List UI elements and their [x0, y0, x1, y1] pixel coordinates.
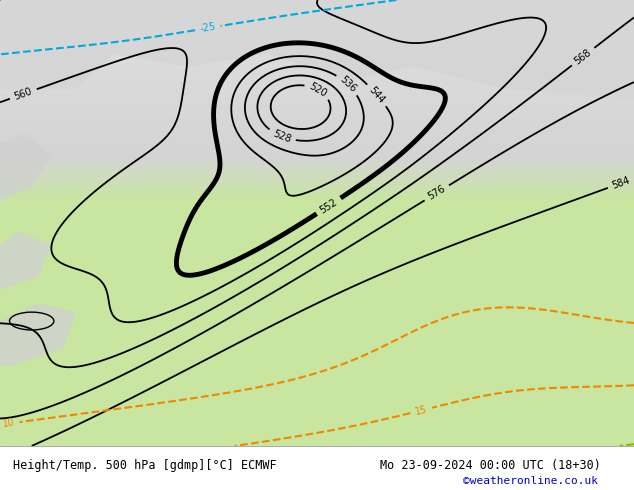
Text: 568: 568 [573, 47, 593, 66]
Polygon shape [0, 134, 51, 201]
Text: 536: 536 [337, 74, 358, 95]
Text: 520: 520 [307, 81, 328, 99]
Text: 528: 528 [271, 128, 292, 145]
Text: 10: 10 [2, 418, 15, 429]
Text: 544: 544 [367, 85, 387, 105]
Text: Mo 23-09-2024 00:00 UTC (18+30): Mo 23-09-2024 00:00 UTC (18+30) [380, 459, 601, 472]
Text: -25: -25 [199, 22, 217, 34]
Text: Height/Temp. 500 hPa [gdmp][°C] ECMWF: Height/Temp. 500 hPa [gdmp][°C] ECMWF [13, 459, 276, 472]
Text: 576: 576 [426, 184, 448, 202]
Text: 15: 15 [414, 404, 429, 417]
Polygon shape [0, 232, 51, 290]
Text: 552: 552 [318, 196, 339, 215]
Text: ©weatheronline.co.uk: ©weatheronline.co.uk [463, 476, 598, 487]
Polygon shape [0, 303, 76, 366]
Polygon shape [0, 0, 634, 98]
Text: 560: 560 [13, 86, 34, 102]
Text: 584: 584 [611, 175, 631, 191]
